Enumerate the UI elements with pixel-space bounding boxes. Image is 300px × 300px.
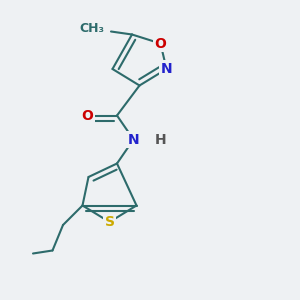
Text: O: O: [81, 109, 93, 122]
Text: H: H: [155, 133, 166, 146]
Text: CH₃: CH₃: [79, 22, 104, 35]
Text: H: H: [155, 133, 166, 146]
Text: N: N: [128, 133, 139, 146]
Text: S: S: [104, 215, 115, 229]
Text: N: N: [161, 62, 172, 76]
Text: O: O: [154, 37, 166, 50]
